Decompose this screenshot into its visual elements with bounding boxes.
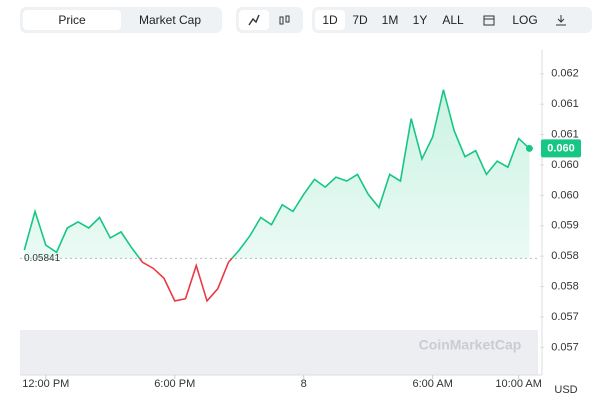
y-tick-label: 0.057 xyxy=(551,341,579,353)
tab-group: Price Market Cap xyxy=(20,7,222,33)
y-tick-label: 0.058 xyxy=(551,250,579,262)
download-button[interactable] xyxy=(543,10,579,30)
download-icon xyxy=(556,15,566,26)
watermark: CoinMarketCap xyxy=(419,337,522,353)
y-tick-label: 0.060 xyxy=(551,159,579,171)
y-tick-label: 0.058 xyxy=(551,280,579,292)
line-style-button[interactable] xyxy=(239,10,269,30)
x-tick-label: 8 xyxy=(301,378,307,390)
y-tick-label: 0.060 xyxy=(551,189,579,201)
candle-style-button[interactable] xyxy=(269,10,299,30)
range-button[interactable]: 1D xyxy=(315,10,345,30)
log-button[interactable]: LOG xyxy=(512,13,538,27)
tab-market-cap[interactable]: Market Cap xyxy=(138,13,202,27)
reference-label: 0.05841 xyxy=(24,253,61,264)
x-tick-label: 10:00 AM xyxy=(495,378,541,390)
price-tag-label: 0.060 xyxy=(547,142,575,154)
volume-band xyxy=(20,330,538,375)
range-button[interactable]: ALL xyxy=(442,13,464,27)
y-tick-label: 0.062 xyxy=(551,68,579,80)
calendar-icon xyxy=(483,15,495,26)
chart-style-group xyxy=(236,7,303,33)
price-area xyxy=(24,89,530,259)
y-tick-label: 0.061 xyxy=(551,129,579,141)
range-group: 1D 7D 1M 1Y ALL LOG xyxy=(312,7,592,33)
y-unit: USD xyxy=(554,384,577,396)
range-button[interactable]: 1Y xyxy=(412,13,428,27)
range-button[interactable]: 1M xyxy=(381,13,399,27)
x-tick-label: 6:00 AM xyxy=(413,378,453,390)
price-tag xyxy=(541,139,581,158)
y-tick-label: 0.057 xyxy=(551,311,579,323)
tab-price[interactable]: Price xyxy=(23,10,121,30)
candle-icon xyxy=(279,15,290,25)
last-point xyxy=(525,144,533,152)
price-line-up xyxy=(23,89,530,259)
x-tick-label: 6:00 PM xyxy=(154,378,195,390)
range-button[interactable]: 7D xyxy=(352,13,368,27)
line-icon xyxy=(248,14,260,26)
y-tick-label: 0.059 xyxy=(551,220,579,232)
y-tick-label: 0.061 xyxy=(551,98,579,110)
x-tick-label: 12:00 PM xyxy=(22,378,69,390)
price-line-down xyxy=(138,258,233,303)
calendar-button[interactable] xyxy=(471,10,507,30)
